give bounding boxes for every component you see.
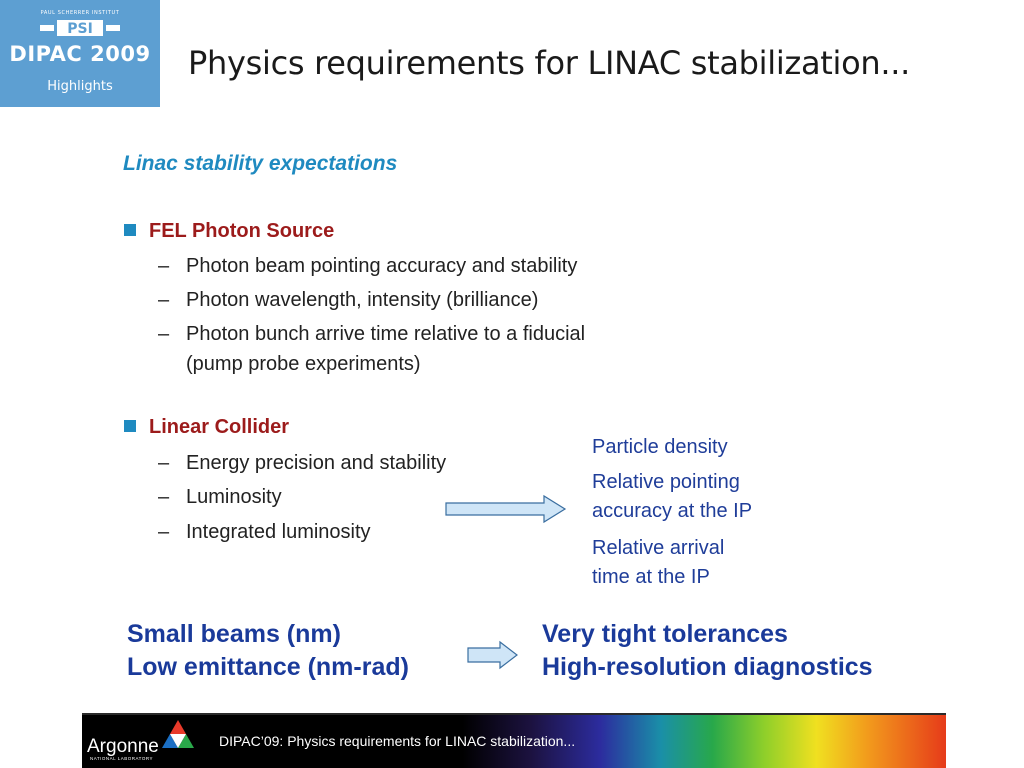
list-item: – Photon bunch arrive time relative to a…	[158, 323, 718, 347]
bottom-left-line1: Small beams (nm)	[127, 620, 341, 648]
argonne-triangle-icon	[162, 720, 194, 748]
note-pointing-line1: Relative pointing	[592, 471, 740, 493]
list-item-text: Luminosity	[186, 486, 282, 508]
dash-bullet: –	[158, 486, 170, 508]
slide-title: Physics requirements for LINAC stabiliza…	[188, 44, 910, 82]
dash-bullet: –	[158, 255, 170, 277]
argonne-logo-text: Argonne	[87, 736, 159, 757]
footer-caption: DIPAC’09: Physics requirements for LINAC…	[219, 733, 576, 749]
list-item: – Photon beam pointing accuracy and stab…	[158, 255, 718, 279]
list-item-text: Energy precision and stability	[186, 452, 447, 474]
list-item-text: Integrated luminosity	[186, 521, 371, 543]
psi-logo-icon: PSI	[40, 20, 120, 36]
list-item-text: Photon wavelength, intensity (brilliance…	[186, 289, 539, 311]
dash-bullet: –	[158, 323, 170, 345]
section-heading-label: FEL Photon Source	[149, 220, 335, 242]
argonne-logo-subtext: NATIONAL LABORATORY	[90, 756, 154, 761]
square-bullet-icon	[124, 420, 136, 432]
right-arrow-icon	[467, 640, 518, 670]
bottom-right-line2: High-resolution diagnostics	[542, 653, 873, 681]
footer-divider	[82, 713, 946, 715]
note-arrival-line2: time at the IP	[592, 566, 710, 588]
list-item-continuation: (pump probe experiments)	[186, 353, 421, 375]
note-pointing-line2: accuracy at the IP	[592, 500, 753, 522]
list-item: – Luminosity	[158, 486, 458, 510]
bottom-left-line2: Low emittance (nm-rad)	[127, 653, 409, 681]
square-bullet-icon	[124, 224, 136, 236]
list-item-text: Photon bunch arrive time relative to a f…	[186, 323, 586, 345]
section-heading-label: Linear Collider	[149, 416, 290, 438]
list-item: – Integrated luminosity	[158, 521, 458, 545]
list-item: – Energy precision and stability	[158, 452, 538, 476]
logo-event-name: DIPAC 2009	[9, 42, 151, 66]
psi-logo-label: PSI	[67, 21, 93, 36]
list-item-text: Photon beam pointing accuracy and stabil…	[186, 255, 578, 277]
note-arrival-line1: Relative arrival	[592, 537, 725, 559]
logo-tagline: Highlights	[47, 79, 113, 94]
right-arrow-icon	[445, 494, 567, 524]
dash-bullet: –	[158, 452, 170, 474]
footer-band	[82, 713, 946, 768]
list-item: – Photon wavelength, intensity (brillian…	[158, 289, 718, 313]
section-heading-collider: Linear Collider	[124, 416, 289, 439]
section-heading-fel: FEL Photon Source	[124, 220, 334, 243]
slide-subtitle: Linac stability expectations	[123, 152, 398, 175]
dash-bullet: –	[158, 289, 170, 311]
logo-institute-text: PAUL SCHERRER INSTITUT	[40, 10, 120, 16]
bottom-right-line1: Very tight tolerances	[542, 620, 788, 648]
note-particle-density: Particle density	[592, 436, 728, 458]
dash-bullet: –	[158, 521, 170, 543]
dipac-logo: PAUL SCHERRER INSTITUT PSI DIPAC 2009 Hi…	[0, 0, 160, 107]
